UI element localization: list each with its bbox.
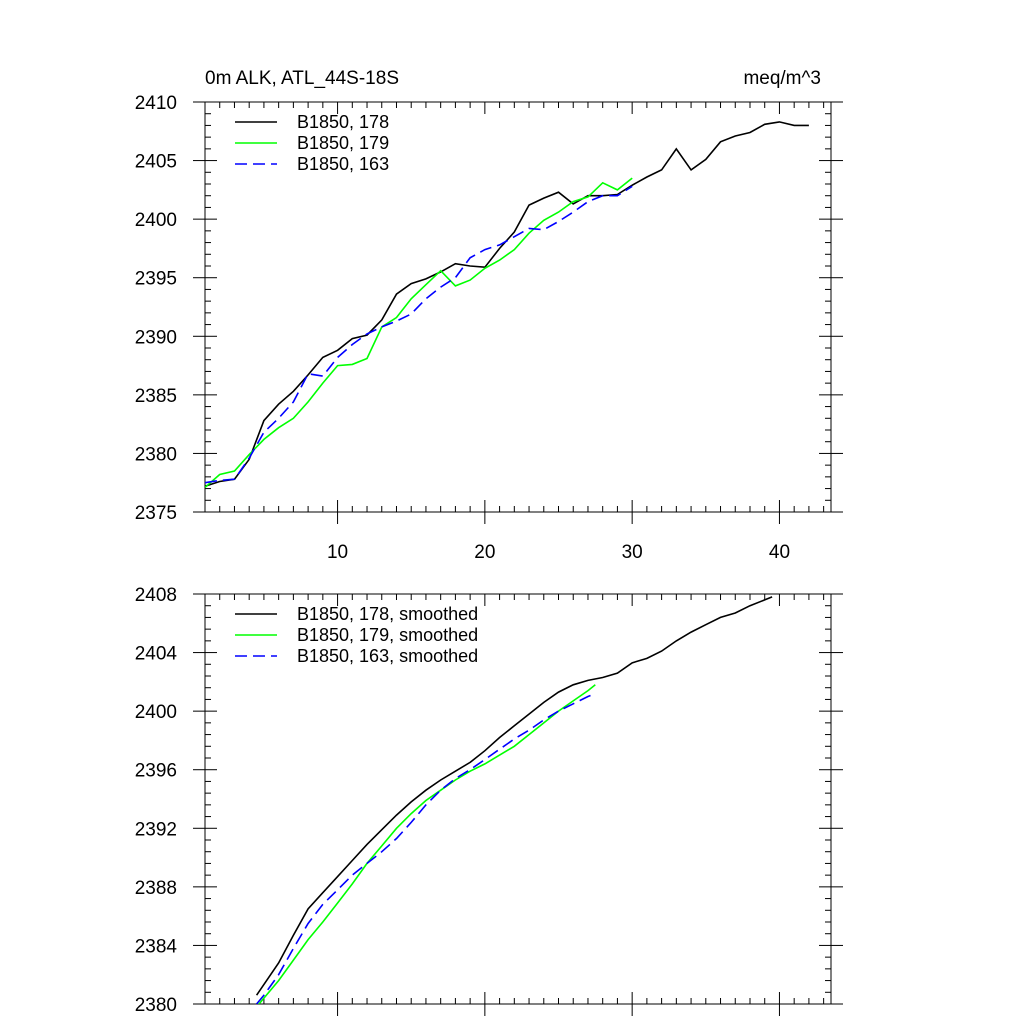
bottom-series-line-1 <box>257 684 596 1004</box>
top-y-tick-label: 2405 <box>135 152 177 173</box>
top-x-tick-label: 10 <box>327 542 348 563</box>
top-y-tick-label: 2390 <box>135 327 177 348</box>
top-plot-frame <box>204 101 832 513</box>
top-series-line-0 <box>205 121 809 487</box>
top-title-left: 0m ALK, ATL_44S-18S <box>205 68 399 89</box>
top-series-line-2 <box>205 185 633 484</box>
bottom-y-tick-label: 2388 <box>135 878 177 899</box>
top-y-tick-label: 2410 <box>135 93 177 114</box>
bottom-y-tick-label: 2380 <box>135 995 177 1016</box>
bottom-series-line-2 <box>255 692 596 1004</box>
bottom-plot-frame <box>204 593 832 1005</box>
top-x-tick-label: 30 <box>622 542 643 563</box>
top-y-tick-label: 2400 <box>135 210 177 231</box>
bottom-legend-label-2: B1850, 163, smoothed <box>297 646 478 666</box>
top-series-line-1 <box>205 177 633 489</box>
bottom-y-tick-label: 2404 <box>135 644 178 665</box>
top-y-tick-label: 2385 <box>135 386 177 407</box>
bottom-y-tick-label: 2392 <box>135 819 177 840</box>
top-y-tick-label: 2375 <box>135 503 177 524</box>
top-legend-label-2: B1850, 163 <box>297 154 389 174</box>
top-y-tick-label: 2395 <box>135 269 177 290</box>
bottom-y-tick-label: 2396 <box>135 761 177 782</box>
top-legend-label-1: B1850, 179 <box>297 133 389 153</box>
top-x-tick-label: 20 <box>474 542 495 563</box>
bottom-legend-label-1: B1850, 179, smoothed <box>297 625 478 645</box>
top-title-right: meq/m^3 <box>743 68 821 89</box>
top-panel: 10 20 30 40 2375 2380 2385 2390 2395 2400 2405 2410… <box>135 68 843 563</box>
top-x-tick-label: 40 <box>769 542 790 563</box>
bottom-panel: 2380 2384 2388 2392 2396 2400 2404 2408 B1850, 1… <box>135 585 843 1016</box>
top-y-tick-label: 2380 <box>135 444 177 465</box>
bottom-legend-label-0: B1850, 178, smoothed <box>297 604 478 624</box>
top-legend-label-0: B1850, 178 <box>297 112 389 132</box>
bottom-y-tick-label: 2400 <box>135 702 177 723</box>
bottom-y-tick-label: 2408 <box>135 585 177 606</box>
bottom-y-tick-label: 2384 <box>135 936 178 957</box>
bottom-series-line-0 <box>255 596 773 996</box>
